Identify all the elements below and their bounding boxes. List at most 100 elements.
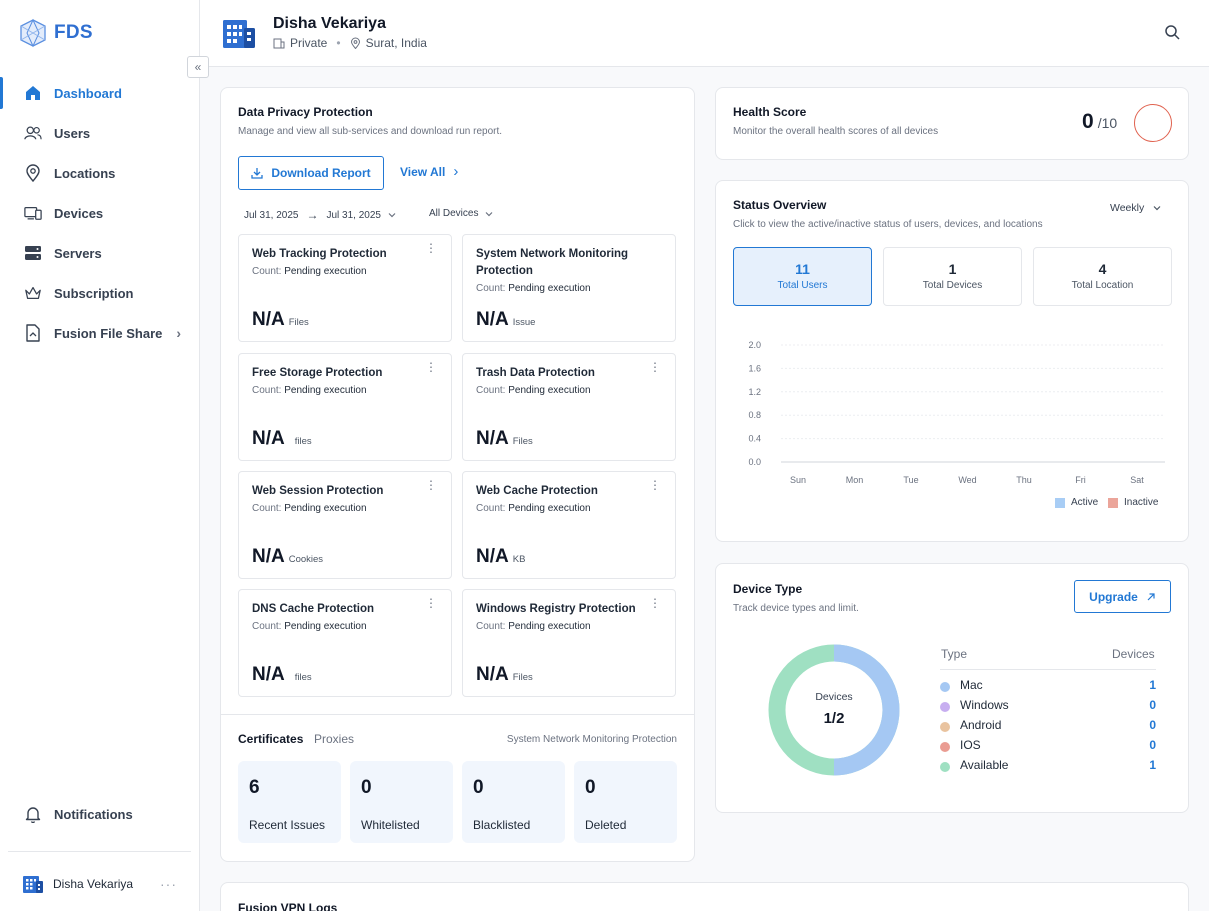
collapse-sidebar-button[interactable]: « [187, 56, 209, 78]
status-total-location[interactable]: 4 Total Location [1033, 247, 1172, 306]
chevron-right-icon: › [176, 325, 181, 341]
service-count: Count: Pending execution [252, 503, 367, 514]
organization-meta: Private • Surat, India [273, 36, 427, 50]
sidebar-item-label: Devices [54, 205, 104, 221]
health-score-card: Health Score Monitor the overall health … [715, 87, 1189, 160]
kebab-menu-icon[interactable]: ⋮ [649, 360, 661, 374]
stat-recent-issues[interactable]: 6 Recent Issues [238, 761, 341, 843]
stat-label: Blacklisted [473, 818, 531, 832]
device-donut-chart [768, 644, 900, 776]
device-type-title: Device Type [733, 582, 803, 596]
period-select[interactable]: Weekly [1110, 202, 1162, 214]
device-row-available: Available 1 [940, 758, 1156, 778]
service-title: DNS Cache Protection [252, 603, 375, 615]
y-tick-label: 1.6 [748, 363, 761, 373]
service-card-web-session[interactable]: Web Session Protection Count: Pending ex… [238, 471, 452, 579]
device-row-windows: Windows 0 [940, 698, 1156, 718]
kebab-menu-icon[interactable]: ⋮ [649, 478, 661, 492]
legend-dot [940, 722, 950, 732]
service-card-free-storage[interactable]: Free Storage Protection Count: Pending e… [238, 353, 452, 461]
download-report-button[interactable]: Download Report [238, 156, 384, 190]
legend-inactive[interactable]: Inactive [1108, 497, 1158, 508]
upgrade-label: Upgrade [1089, 589, 1138, 604]
sidebar-item-users[interactable]: Users [0, 113, 199, 153]
service-card-windows-registry[interactable]: Windows Registry Protection Count: Pendi… [462, 589, 676, 697]
service-card-system-network-monitoring[interactable]: System Network Monitoring Protection Cou… [462, 234, 676, 342]
legend-active[interactable]: Active [1055, 497, 1098, 508]
upgrade-button[interactable]: Upgrade [1074, 580, 1171, 613]
service-count: Count: Pending execution [476, 283, 591, 294]
organization-name: Disha Vekariya [273, 15, 386, 32]
device-row-ios: IOS 0 [940, 738, 1156, 758]
date-range-picker[interactable]: Jul 31, 2025 → Jul 31, 2025 [244, 208, 397, 222]
service-card-web-tracking[interactable]: Web Tracking Protection Count: Pending e… [238, 234, 452, 342]
device-filter-select[interactable]: All Devices [429, 208, 494, 219]
sidebar-item-locations[interactable]: Locations [0, 153, 199, 193]
stat-value: 0 [585, 777, 596, 798]
x-tick-label: Thu [1016, 475, 1032, 485]
stat-deleted[interactable]: 0 Deleted [574, 761, 677, 843]
device-type-card: Device Type Track device types and limit… [715, 563, 1189, 813]
devices-icon [24, 204, 42, 222]
tab-proxies[interactable]: Proxies [314, 732, 355, 746]
service-count: Count: Pending execution [476, 385, 591, 396]
sidebar-item-devices[interactable]: Devices [0, 193, 199, 233]
device-type-count[interactable]: 1 [1149, 758, 1156, 772]
arrow-right-icon: → [306, 208, 319, 222]
x-tick-label: Sat [1130, 475, 1144, 485]
sidebar-item-fusion-file-share[interactable]: Fusion File Share › [0, 313, 199, 353]
kebab-menu-icon[interactable]: ⋮ [425, 596, 437, 610]
service-card-trash-data[interactable]: Trash Data Protection Count: Pending exe… [462, 353, 676, 461]
device-type-count[interactable]: 0 [1149, 718, 1156, 732]
sidebar-item-notifications[interactable]: Notifications [24, 805, 133, 823]
home-icon [24, 84, 42, 102]
service-card-web-cache[interactable]: Web Cache Protection Count: Pending exec… [462, 471, 676, 579]
device-type-count[interactable]: 1 [1149, 678, 1156, 692]
bell-icon [24, 805, 42, 823]
fds-logo-icon [20, 18, 46, 48]
stat-whitelisted[interactable]: 0 Whitelisted [350, 761, 453, 843]
device-type-count[interactable]: 0 [1149, 738, 1156, 752]
sidebar-item-dashboard[interactable]: Dashboard [0, 73, 199, 113]
kebab-menu-icon[interactable]: ⋮ [649, 596, 661, 610]
date-to: Jul 31, 2025 [326, 209, 382, 221]
chevron-down-icon [388, 213, 396, 218]
service-card-dns-cache[interactable]: DNS Cache Protection Count: Pending exec… [238, 589, 452, 697]
service-value: N/A files [252, 428, 312, 449]
device-type-count[interactable]: 0 [1149, 698, 1156, 712]
status-label: Total Location [1071, 280, 1134, 291]
brand-logo[interactable]: FDS [18, 18, 93, 48]
donut-center-label: Devices [815, 691, 853, 703]
service-title: Web Tracking Protection [252, 248, 387, 260]
status-overview-subtitle: Click to view the active/inactive status… [733, 219, 1043, 230]
stat-blacklisted[interactable]: 0 Blacklisted [462, 761, 565, 843]
stat-value: 0 [473, 777, 484, 798]
location-label: Surat, India [365, 36, 427, 50]
date-from: Jul 31, 2025 [244, 209, 299, 221]
tab-certificates[interactable]: Certificates [238, 732, 304, 746]
status-value: 4 [1098, 261, 1107, 277]
sidebar-item-label: Locations [54, 165, 116, 181]
kebab-menu-icon[interactable]: ⋮ [425, 241, 437, 255]
more-options-icon[interactable]: ··· [160, 876, 177, 892]
kebab-menu-icon[interactable]: ⋮ [425, 478, 437, 492]
location-pin-icon [350, 37, 360, 49]
sidebar-item-servers[interactable]: Servers [0, 233, 199, 273]
search-icon[interactable] [1164, 24, 1181, 41]
device-type-subtitle: Track device types and limit. [733, 603, 859, 614]
status-value: 1 [948, 261, 957, 277]
service-value: N/A Files [476, 664, 533, 685]
stat-label: Deleted [585, 818, 627, 832]
sidebar-item-subscription[interactable]: Subscription [0, 273, 199, 313]
status-total-devices[interactable]: 1 Total Devices [883, 247, 1022, 306]
sidebar-user-profile[interactable]: Disha Vekariya [22, 874, 133, 894]
service-title: Web Cache Protection [476, 485, 598, 497]
sidebar: FDS Dashboard Users Locations Devices [0, 0, 200, 911]
data-privacy-subtitle: Manage and view all sub-services and dow… [238, 126, 503, 137]
kebab-menu-icon[interactable]: ⋮ [425, 360, 437, 374]
legend-dot [940, 682, 950, 692]
status-total-users[interactable]: 11 Total Users [733, 247, 872, 306]
view-all-link[interactable]: View All › [400, 164, 458, 179]
device-type-name: Android [960, 718, 1002, 732]
building-icon [23, 876, 43, 893]
